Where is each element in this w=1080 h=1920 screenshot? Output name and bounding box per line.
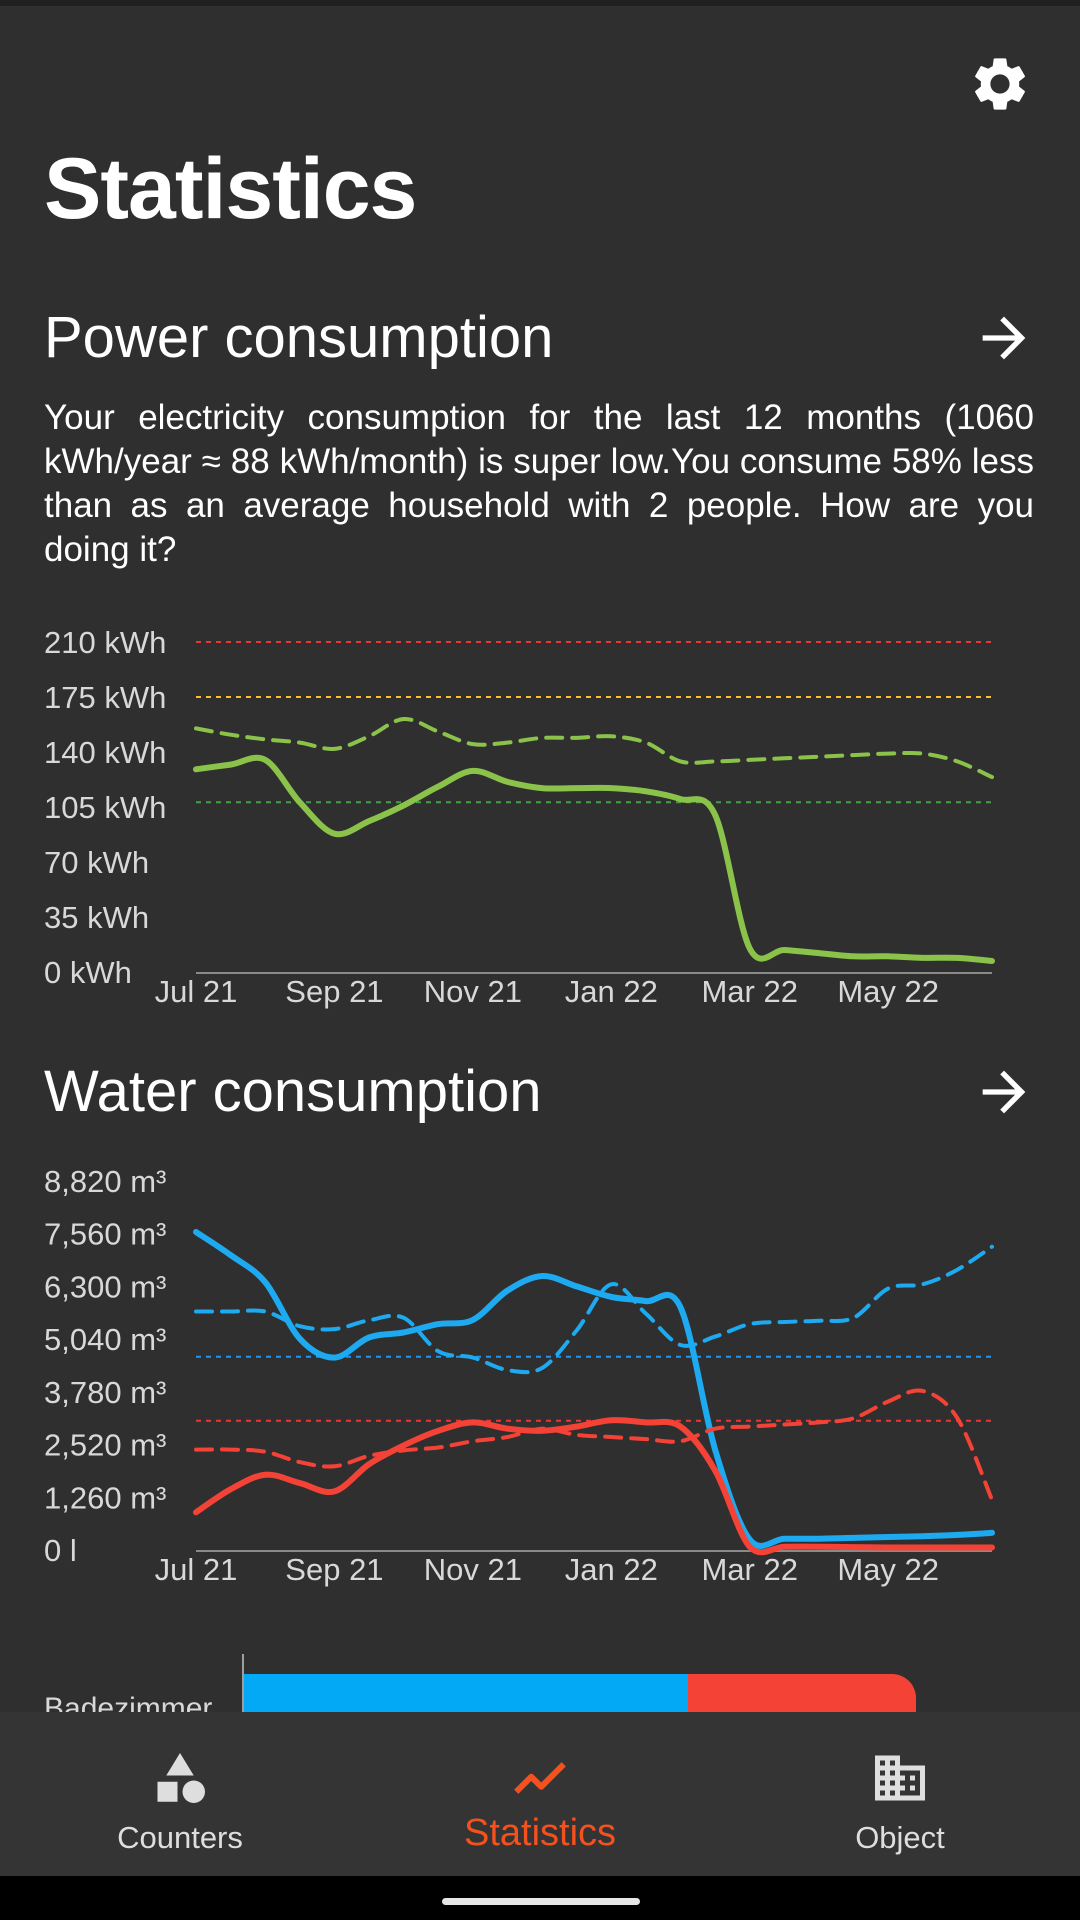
water-x-tick-label: May 22	[837, 1552, 939, 1587]
power-y-tick-label: 35 kWh	[44, 900, 149, 935]
water-x-tick-label: Jul 21	[155, 1552, 238, 1587]
room-bar-chart: Badezimmer	[0, 1640, 1080, 1712]
water-solid-series-line	[193, 1417, 995, 1556]
power-y-tick-label: 0 kWh	[44, 955, 132, 990]
power-x-tick-label: Mar 22	[701, 974, 797, 1009]
water-y-tick-label: 2,520 m³	[44, 1428, 166, 1463]
nav-label-statistics: Statistics	[463, 1812, 617, 1854]
power-x-tick-label: Jan 22	[565, 974, 658, 1009]
power-y-tick-label: 175 kWh	[44, 680, 166, 715]
nav-label-counters: Counters	[117, 1820, 243, 1855]
water-y-tick-label: 6,300 m³	[44, 1269, 166, 1304]
power-x-tick-label: Jul 21	[155, 974, 238, 1009]
room-label: Badezimmer	[44, 1692, 213, 1712]
power-details-button[interactable]	[972, 306, 1036, 370]
water-dashed-series-line	[194, 1244, 994, 1375]
power-solid-series-line	[193, 754, 995, 964]
water-y-tick-label: 1,260 m³	[44, 1480, 166, 1515]
power-dashed-series-line	[194, 716, 994, 780]
nav-label-object: Object	[855, 1820, 945, 1855]
water-x-tick-label: Sep 21	[285, 1552, 383, 1587]
power-x-tick-label: Sep 21	[285, 974, 383, 1009]
water-y-tick-label: 3,780 m³	[44, 1375, 166, 1410]
status-bar	[0, 0, 1080, 6]
shapes-icon	[157, 1753, 205, 1803]
water-section-title[interactable]: Water consumption	[44, 1059, 542, 1124]
arrow-right-icon	[982, 316, 1026, 360]
power-section-title[interactable]: Power consumption	[44, 305, 554, 370]
power-y-tick-label: 210 kWh	[44, 625, 166, 660]
trending-up-icon	[514, 1762, 566, 1794]
power-chart: 0 kWh 35 kWh 70 kWh 105 kWh 140 kWh 175 kWh 21…	[44, 625, 995, 1009]
water-share-bar	[244, 1674, 688, 1712]
power-y-tick-label: 140 kWh	[44, 735, 166, 770]
page-title: Statistics	[44, 141, 417, 237]
water-dashed-series-line	[194, 1388, 994, 1502]
power-y-tick-label: 70 kWh	[44, 845, 149, 880]
power-summary-text: Your electricity consumption for the las…	[44, 398, 1034, 569]
water-x-tick-label: Jan 22	[565, 1552, 658, 1587]
water-solid-series-line	[193, 1229, 995, 1549]
water-y-tick-label: 8,820 m³	[44, 1164, 166, 1199]
water-y-tick-label: 0 l	[44, 1533, 77, 1568]
nav-item-statistics[interactable]: Statistics	[360, 1712, 720, 1876]
water-chart: 0 l 1,260 m³ 2,520 m³ 3,780 m³ 5,040 m³ 6,300…	[44, 1164, 995, 1587]
arrow-right-icon	[982, 1070, 1026, 1114]
settings-button[interactable]	[968, 52, 1032, 116]
bottom-navigation: Counters Statistics Object	[0, 1712, 1080, 1876]
water-y-tick-label: 5,040 m³	[44, 1322, 166, 1357]
building-icon	[875, 1755, 925, 1801]
power-y-tick-label: 105 kWh	[44, 790, 166, 825]
power-x-tick-label: May 22	[837, 974, 939, 1009]
water-details-button[interactable]	[972, 1060, 1036, 1124]
bar-axis	[242, 1654, 244, 1712]
gear-icon	[975, 58, 1025, 110]
power-x-tick-label: Nov 21	[424, 974, 522, 1009]
nav-item-object[interactable]: Object	[720, 1712, 1080, 1876]
water-x-tick-label: Nov 21	[424, 1552, 522, 1587]
power-share-bar	[687, 1674, 916, 1712]
water-x-tick-label: Mar 22	[701, 1552, 797, 1587]
nav-item-counters[interactable]: Counters	[0, 1712, 360, 1876]
water-y-tick-label: 7,560 m³	[44, 1217, 166, 1252]
home-indicator[interactable]	[442, 1898, 640, 1905]
